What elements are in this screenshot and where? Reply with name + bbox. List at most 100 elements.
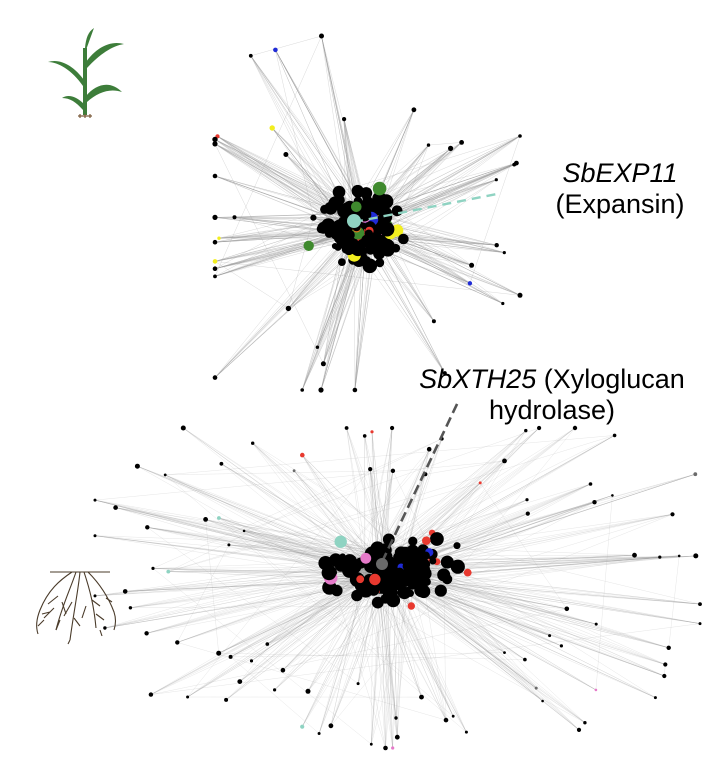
network-node xyxy=(361,234,375,248)
network-node xyxy=(408,536,418,546)
network-node xyxy=(93,498,97,502)
network-node xyxy=(375,234,384,244)
network-node xyxy=(370,242,382,254)
network-node xyxy=(391,205,403,217)
network-node xyxy=(478,481,482,485)
network-node xyxy=(502,251,506,255)
network-node xyxy=(356,575,365,584)
network-node xyxy=(414,582,429,598)
network-node xyxy=(217,236,221,240)
network-node xyxy=(321,218,336,233)
network-node xyxy=(677,554,681,558)
xyloglucan-description-line1: (Xyloglucan xyxy=(543,364,685,394)
network-node xyxy=(693,472,698,477)
network-node xyxy=(315,345,320,349)
xyloglucan-line1: SbXTH25 (Xyloglucan xyxy=(380,364,724,395)
network-node xyxy=(494,243,499,248)
network-node xyxy=(459,140,464,145)
network-node xyxy=(494,178,498,182)
network-node xyxy=(658,555,662,559)
network-node xyxy=(212,266,218,272)
network-node xyxy=(653,696,657,700)
network-node xyxy=(320,361,326,367)
network-node xyxy=(93,594,97,598)
network-node xyxy=(442,371,447,376)
network-node xyxy=(371,596,384,609)
network-node xyxy=(175,640,180,645)
network-node xyxy=(144,631,149,636)
expansin-gene-name: SbEXP11 xyxy=(562,158,678,188)
network-node xyxy=(328,723,334,729)
network-node xyxy=(378,227,385,234)
network-node xyxy=(440,555,454,569)
network-node xyxy=(212,136,218,143)
network-node xyxy=(134,463,140,469)
network-node xyxy=(342,117,347,122)
network-node xyxy=(269,125,275,131)
network-node xyxy=(212,375,218,380)
xyloglucan-gene-name: SbXTH25 xyxy=(419,364,537,394)
network-node xyxy=(386,558,395,567)
network-node xyxy=(594,688,598,692)
network-node xyxy=(663,662,668,667)
network-node xyxy=(265,642,270,646)
network-node xyxy=(583,721,587,725)
network-node xyxy=(285,305,292,312)
network-node xyxy=(698,622,702,626)
network-node xyxy=(203,517,209,522)
network-node xyxy=(592,500,597,505)
network-node xyxy=(431,319,436,324)
network-node xyxy=(212,214,218,220)
expansin-callout-line xyxy=(353,192,498,224)
network-node xyxy=(524,428,528,433)
network-node xyxy=(360,552,372,564)
network-node xyxy=(390,425,395,431)
network-node xyxy=(453,542,461,550)
network-node xyxy=(305,688,311,694)
network-node xyxy=(227,543,231,547)
network-node xyxy=(429,557,437,565)
network-node xyxy=(213,274,217,279)
network-node xyxy=(372,191,387,206)
network-node xyxy=(344,426,349,430)
network-node xyxy=(212,141,218,147)
network-node xyxy=(390,468,396,473)
network-node xyxy=(450,559,465,574)
network-node xyxy=(523,657,527,662)
network-node xyxy=(503,651,506,654)
network-node xyxy=(662,673,667,679)
network-node xyxy=(303,240,314,251)
network-node xyxy=(212,259,218,264)
network-node xyxy=(318,387,324,393)
network-node xyxy=(351,201,362,213)
network-node xyxy=(576,727,582,733)
network-node xyxy=(403,556,417,570)
network-node xyxy=(338,258,346,266)
network-node xyxy=(362,434,367,438)
network-node xyxy=(408,578,419,589)
network-node xyxy=(417,562,430,576)
network-node xyxy=(317,732,321,735)
network-node xyxy=(93,534,97,538)
network-node xyxy=(344,229,355,241)
network-node xyxy=(381,243,395,257)
network-node xyxy=(310,214,317,221)
network-node xyxy=(280,667,286,673)
network-node xyxy=(525,511,530,516)
network-node xyxy=(344,240,358,254)
expansin-description: (Expansin) xyxy=(555,189,685,219)
network-node xyxy=(632,552,637,558)
network-node xyxy=(534,686,538,690)
network-node xyxy=(383,581,391,588)
network-node xyxy=(408,568,416,576)
network-node xyxy=(369,573,381,586)
network-node xyxy=(329,553,343,567)
network-node xyxy=(237,679,243,684)
network-node xyxy=(145,525,150,530)
network-node xyxy=(364,229,374,239)
network-node xyxy=(419,553,428,562)
network-node xyxy=(180,425,186,431)
network-node xyxy=(356,682,360,686)
network-node xyxy=(548,634,552,638)
